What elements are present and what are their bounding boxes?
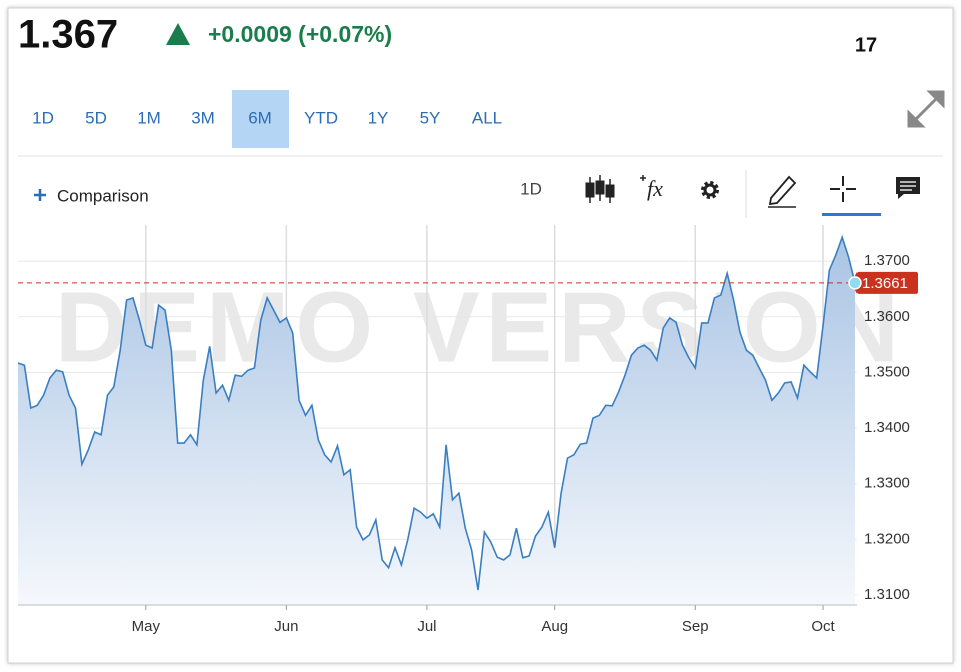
comment-button[interactable] bbox=[896, 177, 920, 199]
y-tick-label: 1.3400 bbox=[864, 419, 910, 436]
period-button[interactable]: 5Y bbox=[420, 108, 441, 127]
studies-button[interactable]: fx bbox=[640, 175, 663, 201]
x-tick-label: Oct bbox=[811, 618, 835, 635]
x-tick-label: May bbox=[132, 618, 161, 635]
price: 1.367 bbox=[18, 13, 118, 57]
last-point bbox=[848, 276, 862, 290]
interval-button[interactable]: 1D bbox=[520, 179, 542, 198]
y-tick-label: 1.3700 bbox=[864, 252, 910, 269]
crosshair-button[interactable] bbox=[830, 176, 856, 202]
y-tick-label: 1.3600 bbox=[864, 308, 910, 325]
x-tick-label: Sep bbox=[682, 618, 709, 635]
comparison-label: Comparison bbox=[57, 186, 149, 205]
y-tick-label: 1.3100 bbox=[864, 586, 910, 603]
expand-button[interactable] bbox=[907, 90, 945, 128]
y-tick-label: 1.3300 bbox=[864, 475, 910, 492]
period-selected bbox=[232, 90, 289, 148]
x-tick-label: Jun bbox=[274, 618, 298, 635]
studies-label: fx bbox=[647, 176, 663, 201]
x-tick-label: Jul bbox=[417, 618, 436, 635]
area-fill bbox=[18, 237, 855, 605]
active-indicator bbox=[822, 213, 881, 216]
price-change: +0.0009 (+0.07%) bbox=[208, 21, 392, 47]
comparison-button[interactable]: Comparison bbox=[34, 186, 149, 205]
plot: DEMO VERSION 1.3100 1.3200 1.3300 1.3400 1.35… bbox=[17, 225, 918, 635]
period-button[interactable]: 5D bbox=[85, 108, 107, 127]
last-price-label: 1.3661 bbox=[862, 275, 908, 292]
up-arrow bbox=[166, 23, 190, 45]
period-button[interactable]: YTD bbox=[304, 108, 338, 127]
y-tick-label: 1.3200 bbox=[864, 530, 910, 547]
period-bar: 1D 5D 1M 3M 6M YTD 1Y 5Y ALL bbox=[32, 90, 502, 148]
draw-button[interactable] bbox=[768, 175, 797, 208]
period-button[interactable]: 3M bbox=[191, 108, 215, 127]
period-button[interactable]: 6M bbox=[248, 108, 272, 127]
y-tick-label: 1.3500 bbox=[864, 363, 910, 380]
last-price-tag bbox=[857, 271, 918, 294]
settings-button[interactable] bbox=[701, 181, 719, 199]
price-line bbox=[17, 234, 856, 591]
x-tick-label: Aug bbox=[541, 618, 568, 635]
period-button[interactable]: 1M bbox=[137, 108, 161, 127]
period-button[interactable]: 1Y bbox=[368, 108, 389, 127]
chart-type-button[interactable] bbox=[585, 175, 615, 203]
period-button[interactable]: ALL bbox=[472, 108, 502, 127]
counter: 17 bbox=[855, 34, 877, 56]
period-button[interactable]: 1D bbox=[32, 108, 54, 127]
watermark: DEMO VERSION bbox=[55, 271, 905, 383]
